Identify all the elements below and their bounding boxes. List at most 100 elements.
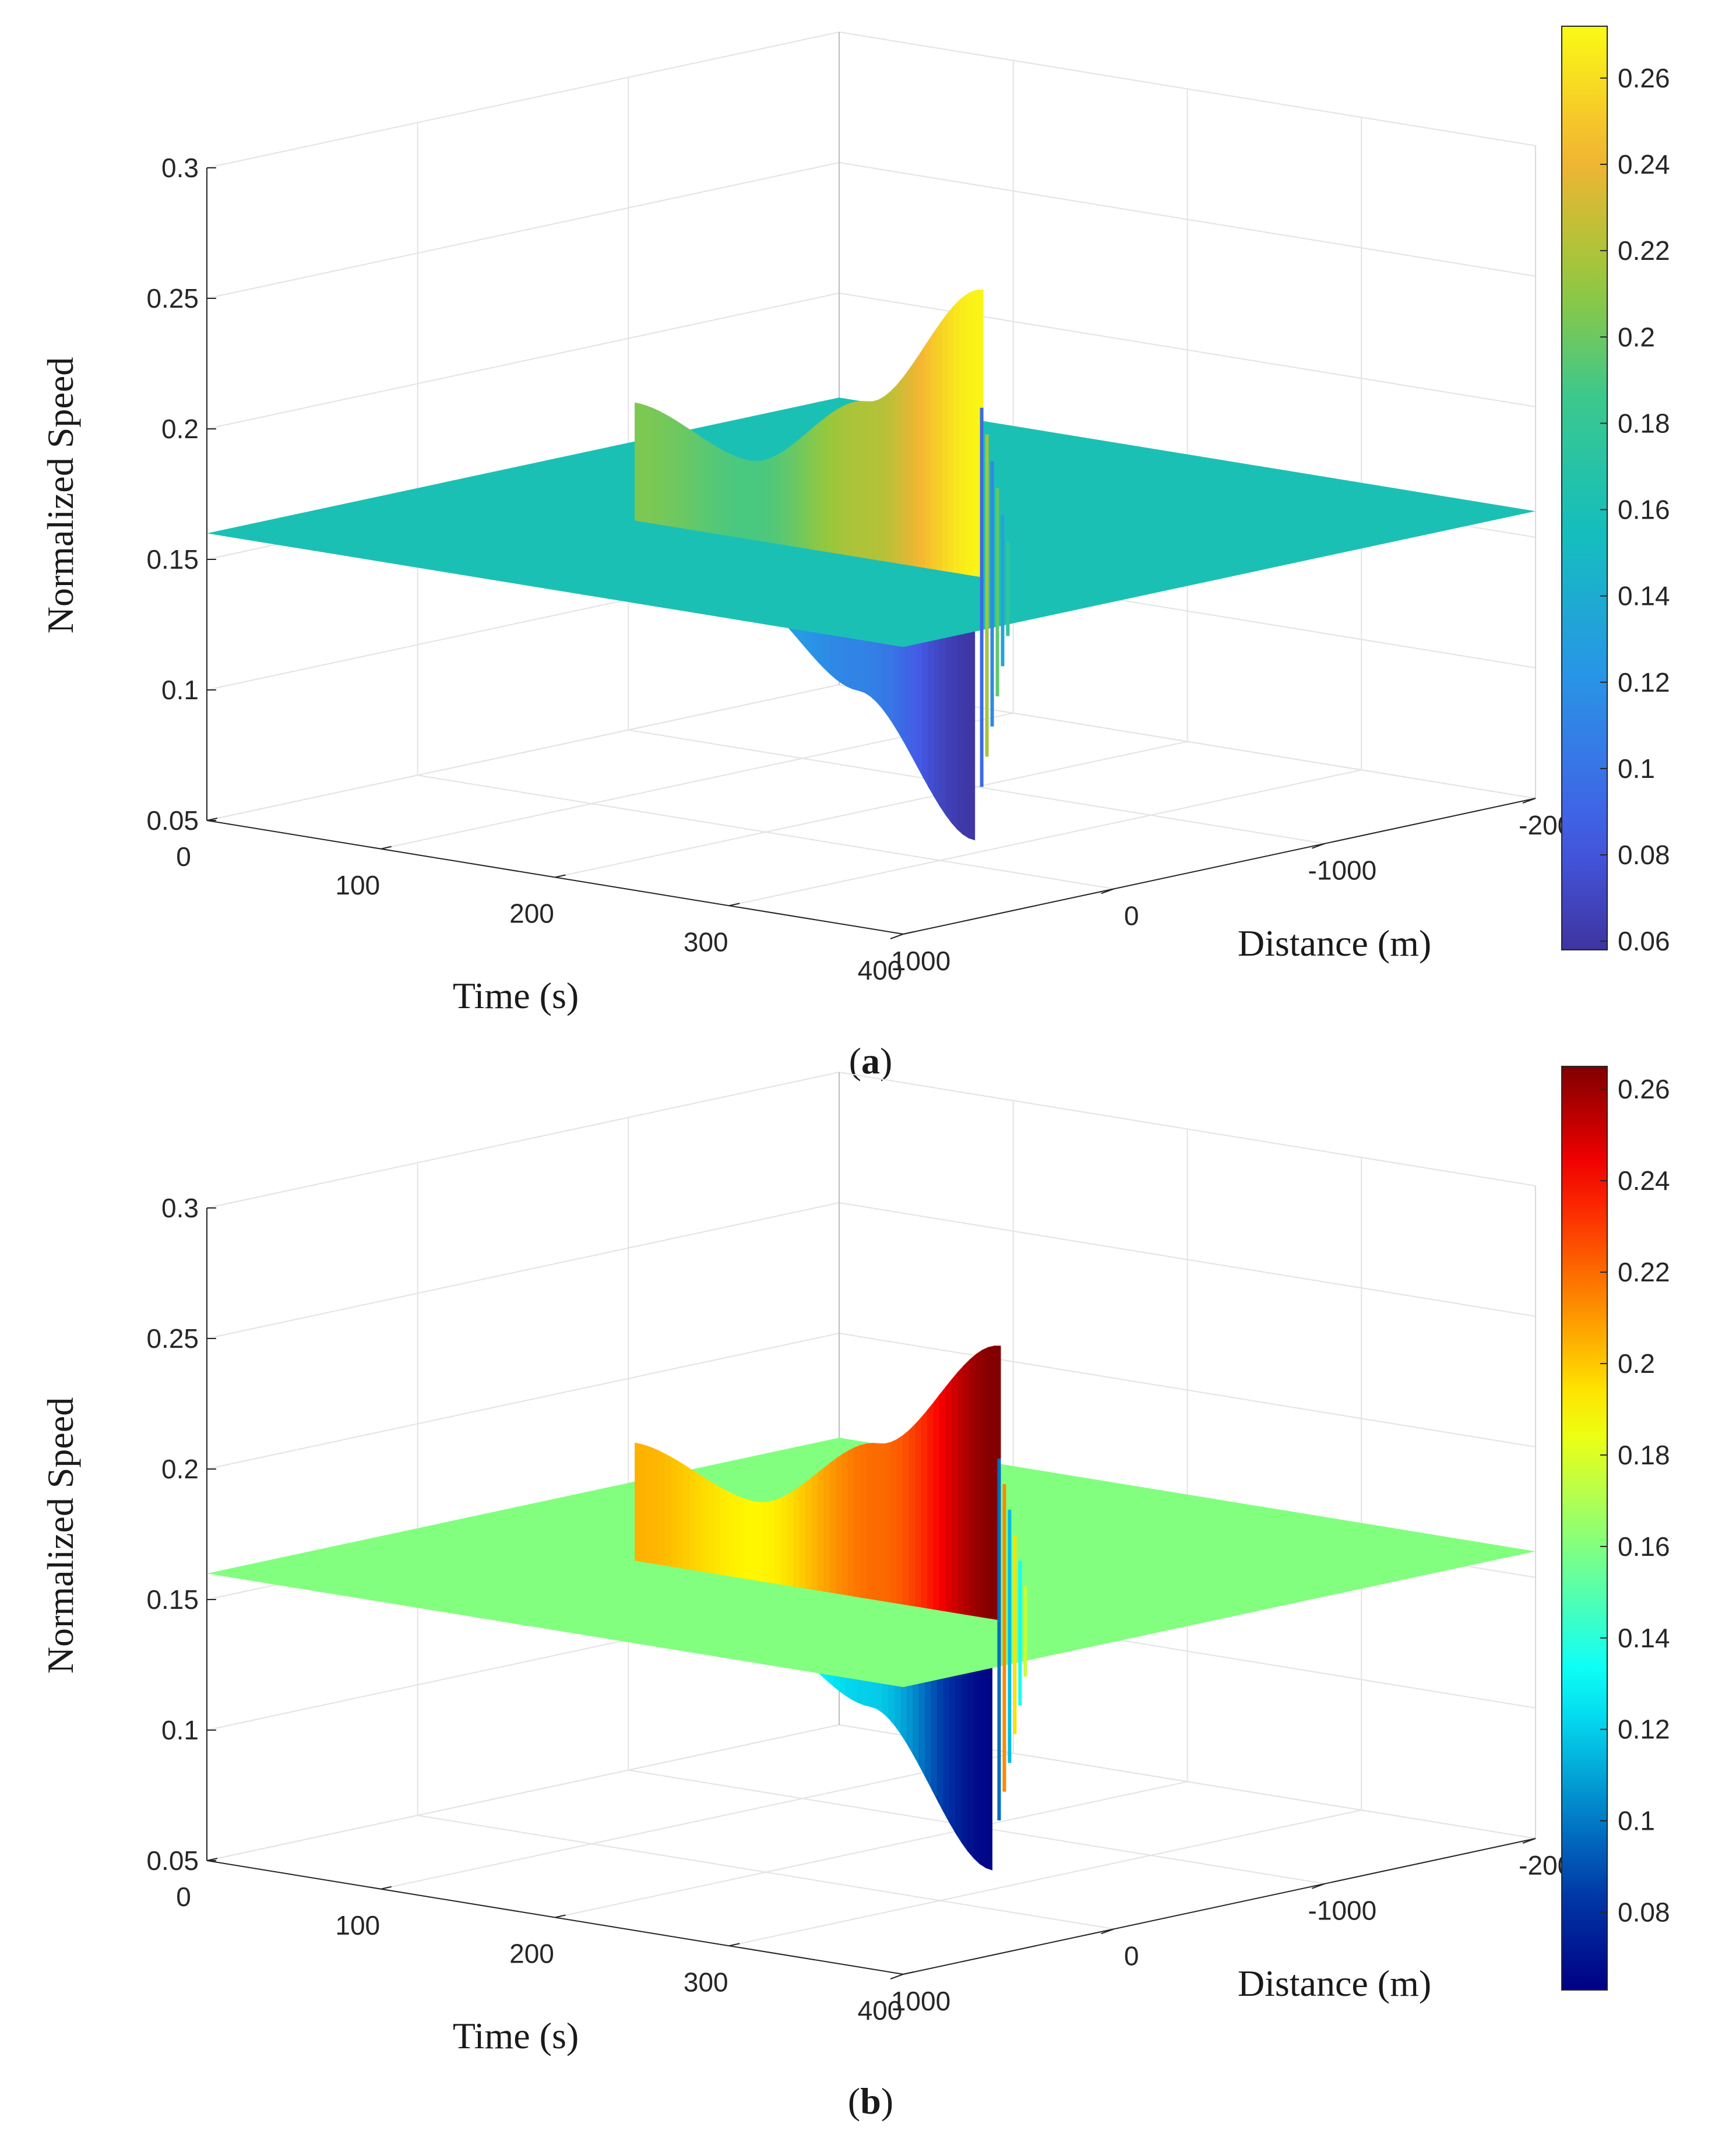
colorbar-tick-label: 0.2 — [1618, 322, 1655, 352]
peak-strip — [756, 460, 763, 542]
y-tick-label: -1000 — [1308, 1896, 1377, 1926]
peak-strip — [860, 1443, 867, 1599]
speed-surface — [207, 289, 1536, 841]
peak-strip — [702, 1475, 709, 1573]
peak-strip — [878, 1443, 885, 1602]
peak-strip — [786, 445, 792, 547]
peak-strip — [855, 400, 862, 558]
y-axis-line — [903, 798, 1536, 935]
peak-strip — [727, 452, 734, 537]
peak-strip — [931, 327, 937, 570]
peak-strip — [942, 311, 949, 572]
peak-strip — [635, 1442, 642, 1562]
grid-line — [206, 31, 840, 168]
peak-strip — [695, 1472, 703, 1572]
y-tick — [890, 1974, 904, 1979]
panel-label: (b) — [848, 2080, 893, 2122]
colorbar-tick-label: 0.1 — [1618, 753, 1655, 784]
peak-strip — [982, 1347, 989, 1619]
z-tick-label: 0.2 — [161, 1454, 199, 1484]
colorbar-tick-label: 0.06 — [1618, 926, 1670, 956]
x-axis-label: Time (s) — [453, 975, 579, 1016]
z-tick-label: 0.15 — [146, 544, 199, 575]
peak-strip — [814, 421, 821, 551]
peak-strip — [959, 294, 966, 575]
peak-strip — [716, 446, 723, 535]
x-tick — [381, 846, 392, 850]
y-tick — [1311, 1883, 1325, 1889]
peak-strip — [896, 378, 903, 565]
colorbar-bar — [1561, 26, 1608, 950]
grid-line — [206, 1072, 840, 1209]
x-tick-label: 300 — [684, 1967, 728, 1997]
peak-strip — [836, 1454, 843, 1595]
x-tick — [206, 1858, 218, 1861]
peak-strip — [896, 1435, 904, 1605]
peak-strip — [762, 1501, 770, 1583]
colorbar-tick-label: 0.16 — [1618, 495, 1670, 525]
peak-strip — [653, 1447, 660, 1565]
peak-strip — [907, 362, 914, 566]
peak-strip — [780, 449, 787, 545]
grid-line — [206, 1333, 840, 1470]
peak-strip — [750, 1500, 758, 1581]
colorbar-bar — [1561, 1066, 1608, 1991]
axis-ticks: 0.050.10.150.20.250.30100200300400-2000-… — [146, 1193, 1587, 2026]
peak-strip — [726, 1490, 733, 1577]
y-tick-label: 1000 — [891, 946, 950, 976]
x-tick — [729, 903, 740, 907]
colorbar-tick-label: 0.08 — [1618, 840, 1670, 870]
grid-line — [729, 769, 1362, 907]
peak-strip — [646, 405, 653, 524]
peak-strip — [913, 353, 920, 568]
peak-strip — [640, 1443, 647, 1563]
grid-line — [206, 684, 840, 821]
colorbar-tick-label: 0.2 — [1618, 1348, 1655, 1379]
z-tick-label: 0.3 — [161, 153, 199, 183]
peak-strip — [921, 1409, 928, 1609]
grid-line — [729, 1809, 1362, 1947]
peak-strip — [762, 459, 769, 543]
x-tick-label: 200 — [509, 1939, 554, 1969]
grid-line — [206, 1724, 840, 1861]
peak-strip — [808, 425, 815, 550]
x-tick — [555, 1914, 566, 1918]
panel-b: 0.050.10.150.20.250.30100200300400-2000-… — [40, 1066, 1670, 2122]
x-tick-label: 300 — [684, 927, 728, 957]
peak-strip — [683, 1464, 691, 1570]
grid-line — [555, 1781, 1188, 1918]
peak-strip — [647, 1445, 654, 1564]
peak-strip — [933, 1394, 940, 1611]
y-tick — [1101, 888, 1115, 894]
peak-strip — [720, 1487, 727, 1576]
peak-strip — [927, 1401, 934, 1610]
colorbar-tick-label: 0.26 — [1618, 63, 1670, 93]
speed-surface — [207, 1345, 1536, 1871]
colorbar-tick-label: 0.14 — [1618, 581, 1670, 611]
peak-strip — [733, 455, 740, 538]
peak-strip — [756, 1502, 763, 1582]
peak-strip — [878, 396, 885, 562]
x-tick — [381, 1886, 392, 1890]
peak-strip — [884, 1442, 892, 1603]
peak-strip — [799, 1482, 806, 1589]
peak-strip — [793, 1486, 800, 1588]
y-tick — [890, 934, 904, 939]
grid-line — [206, 293, 840, 429]
peak-strip — [781, 1494, 788, 1586]
x-tick-label: 0 — [176, 1882, 191, 1912]
peak-strip — [817, 1467, 825, 1592]
peak-strip — [640, 403, 647, 523]
x-tick-label: 400 — [858, 1995, 903, 2026]
peak-strip — [774, 1497, 782, 1585]
peak-strip — [867, 401, 874, 560]
x-tick-label: 100 — [335, 1910, 380, 1940]
colorbar-tick-label: 0.16 — [1618, 1531, 1670, 1562]
peak-strip — [805, 1477, 812, 1590]
peak-strip — [714, 1483, 721, 1575]
grid-line — [417, 1815, 1114, 1930]
x-tick-label: 0 — [176, 841, 191, 872]
colorbar: 0.08 0.1 0.12 0.14 0.16 0.18 0.2 0.22 0.24 0.26 — [1561, 1066, 1670, 1991]
peak-strip — [861, 400, 868, 559]
